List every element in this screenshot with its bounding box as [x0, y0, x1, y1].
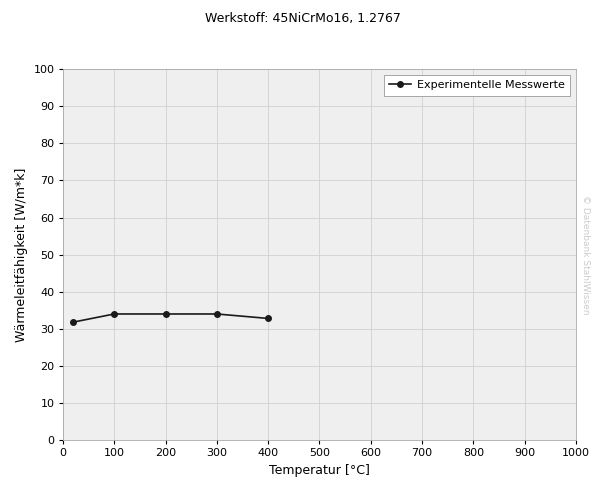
Experimentelle Messwerte	[111, 311, 118, 317]
Experimentelle Messwerte	[70, 319, 77, 325]
Experimentelle Messwerte	[213, 311, 220, 317]
Experimentelle Messwerte	[162, 311, 169, 317]
Text: © Datenbank StahlWissen: © Datenbank StahlWissen	[581, 195, 590, 314]
Legend: Experimentelle Messwerte: Experimentelle Messwerte	[384, 75, 571, 96]
Experimentelle Messwerte	[264, 315, 272, 321]
Line: Experimentelle Messwerte: Experimentelle Messwerte	[70, 311, 271, 325]
Y-axis label: Wärmeleitfähigkeit [W/m*k]: Wärmeleitfähigkeit [W/m*k]	[15, 167, 28, 342]
X-axis label: Temperatur [°C]: Temperatur [°C]	[269, 464, 370, 477]
Text: Werkstoff: 45NiCrMo16, 1.2767: Werkstoff: 45NiCrMo16, 1.2767	[204, 12, 401, 25]
